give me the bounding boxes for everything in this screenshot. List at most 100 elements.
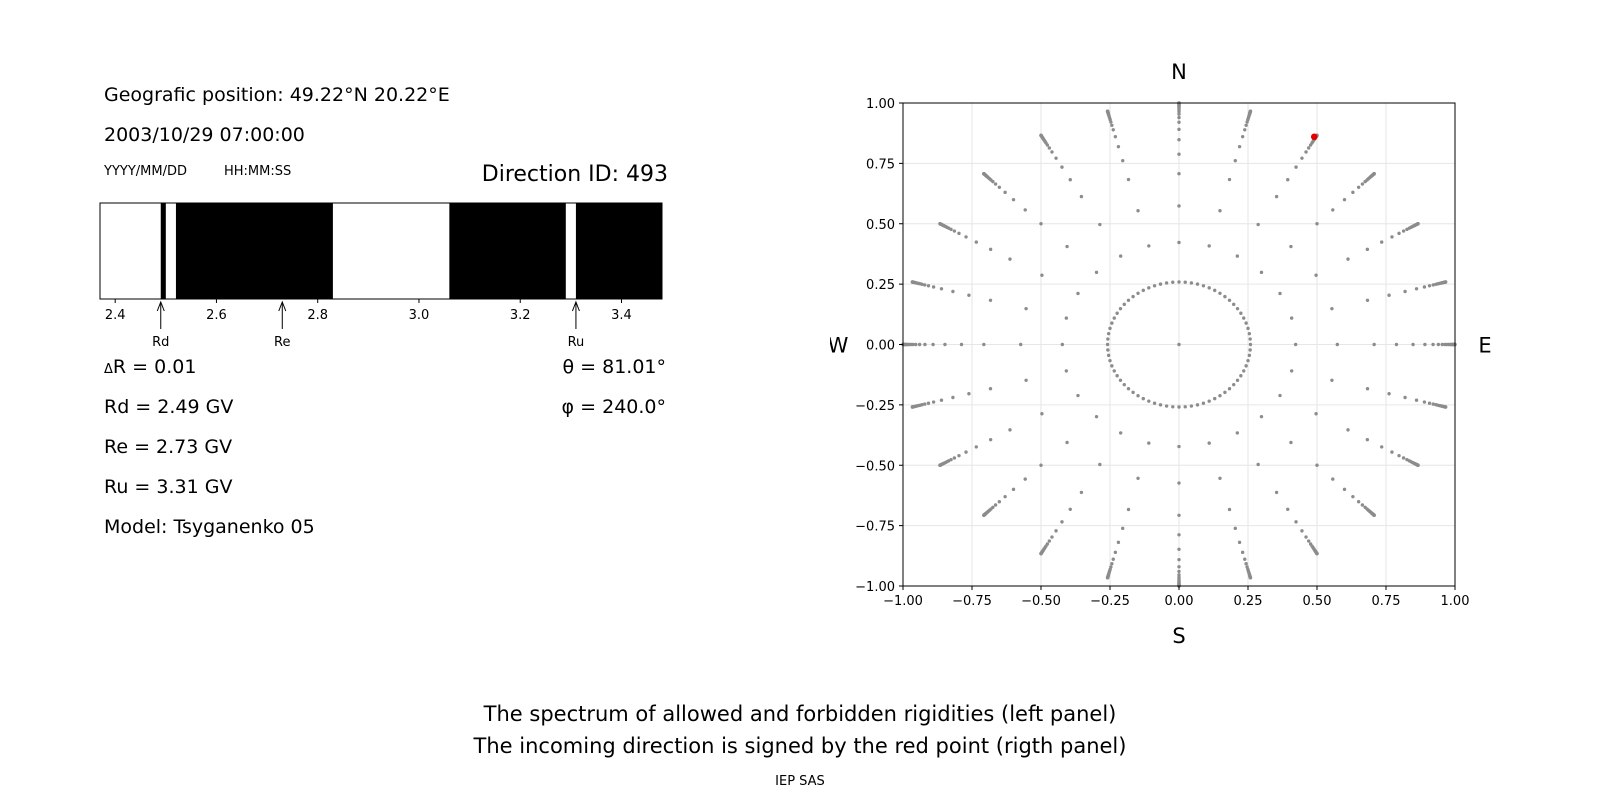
direction-point xyxy=(964,235,968,239)
direction-point xyxy=(1060,342,1065,347)
direction-point xyxy=(1047,539,1052,543)
direction-point xyxy=(1189,404,1194,408)
direction-point xyxy=(1189,281,1194,285)
direction-point xyxy=(1050,150,1054,154)
direction-point xyxy=(1443,280,1448,284)
y-tick-label: −0.75 xyxy=(855,520,895,535)
direction-point xyxy=(1335,342,1340,347)
direction-point xyxy=(1431,283,1435,287)
direction-point xyxy=(1177,152,1181,156)
direction-point xyxy=(993,503,998,507)
direction-point xyxy=(1227,507,1232,512)
direction-point xyxy=(1289,244,1293,249)
direction-point xyxy=(1024,378,1028,383)
direction-point xyxy=(1315,463,1319,467)
direction-point xyxy=(939,287,944,291)
direction-point xyxy=(1239,374,1243,378)
spectrum-frame xyxy=(99,202,663,300)
direction-point xyxy=(1008,428,1012,432)
spectrum-axis-ticks: 2.4 2.6 2.8 3.0 3.2 3.4 xyxy=(105,299,632,323)
direction-point xyxy=(1147,286,1151,290)
direction-point xyxy=(957,231,961,236)
direction-point xyxy=(1314,273,1318,277)
x-tick-label: 0.00 xyxy=(1165,594,1194,609)
direction-point xyxy=(1365,437,1370,442)
direction-point xyxy=(1141,288,1145,293)
direction-point xyxy=(1401,456,1406,460)
delta-symbol: Δ xyxy=(104,362,113,377)
north-label: N xyxy=(1171,60,1187,84)
direction-point xyxy=(1136,291,1140,295)
direction-point xyxy=(943,342,947,347)
direction-point xyxy=(1011,197,1016,202)
x-tick-label: 0.75 xyxy=(1372,594,1401,609)
direction-point xyxy=(1331,208,1335,212)
ru-value: Ru = 3.31 GV xyxy=(104,476,233,498)
direction-point xyxy=(1105,342,1110,347)
direction-point xyxy=(1235,306,1240,311)
direction-point xyxy=(1011,487,1016,492)
direction-point xyxy=(1427,284,1432,288)
direction-point xyxy=(1060,165,1064,169)
incoming-direction-marker xyxy=(1310,133,1318,141)
direction-point xyxy=(1240,550,1245,555)
direction-point xyxy=(1304,150,1308,154)
direction-point xyxy=(938,222,942,226)
forbidden-band xyxy=(575,203,662,299)
direction-point xyxy=(1183,405,1187,409)
direction-point xyxy=(1047,146,1052,150)
direction-point xyxy=(1177,115,1181,120)
direction-point xyxy=(1232,302,1236,307)
direction-point xyxy=(1380,240,1384,244)
direction-point xyxy=(1177,533,1181,537)
direction-point xyxy=(1306,146,1311,150)
west-label: W xyxy=(830,334,849,358)
direction-point xyxy=(982,172,986,176)
direction-point xyxy=(1218,291,1222,295)
direction-point xyxy=(982,342,986,347)
direction-point xyxy=(1118,306,1123,311)
direction-point xyxy=(1115,374,1119,378)
direction-point xyxy=(1244,562,1248,566)
direction-point xyxy=(1365,386,1370,391)
direction-point xyxy=(1342,197,1347,202)
y-tick-label: 0.50 xyxy=(866,218,895,233)
direction-point xyxy=(1247,353,1252,358)
geographic-position: Geografic position: 49.22°N 20.22°E xyxy=(104,84,450,106)
direction-point xyxy=(1126,177,1131,182)
direction-point xyxy=(1235,431,1240,435)
direction-point xyxy=(1346,257,1350,261)
direction-point xyxy=(1201,284,1206,288)
direction-point xyxy=(1003,190,1007,195)
direction-point xyxy=(1360,182,1365,186)
direction-point xyxy=(926,401,931,405)
direction-point xyxy=(1246,358,1250,363)
direction-point xyxy=(1177,137,1181,142)
date-time: 2003/10/29 07:00:00 xyxy=(104,124,305,146)
direction-point xyxy=(923,342,927,347)
direction-point xyxy=(1068,177,1072,182)
direction-point xyxy=(1243,557,1247,561)
direction-point xyxy=(988,437,993,442)
direction-point xyxy=(1235,378,1240,383)
direction-point xyxy=(1330,306,1334,311)
direction-point xyxy=(1112,316,1116,320)
direction-point xyxy=(910,280,915,284)
direction-point xyxy=(959,342,964,347)
direction-point xyxy=(1248,576,1253,580)
direction-point xyxy=(1164,281,1169,285)
direction-point xyxy=(1177,127,1181,132)
direction-point xyxy=(1365,247,1370,252)
direction-point xyxy=(1054,529,1058,533)
direction-point xyxy=(1106,331,1111,336)
direction-point xyxy=(1152,401,1157,405)
direction-point xyxy=(1235,254,1240,258)
x-tick-label: −0.50 xyxy=(1021,594,1061,609)
direction-point xyxy=(1195,282,1200,286)
direction-point xyxy=(1094,414,1099,419)
direction-point xyxy=(1233,526,1237,531)
marker-arrow-head xyxy=(571,300,580,312)
direction-point xyxy=(1131,390,1135,395)
direction-point xyxy=(1177,405,1181,409)
direction-point xyxy=(1431,342,1435,347)
